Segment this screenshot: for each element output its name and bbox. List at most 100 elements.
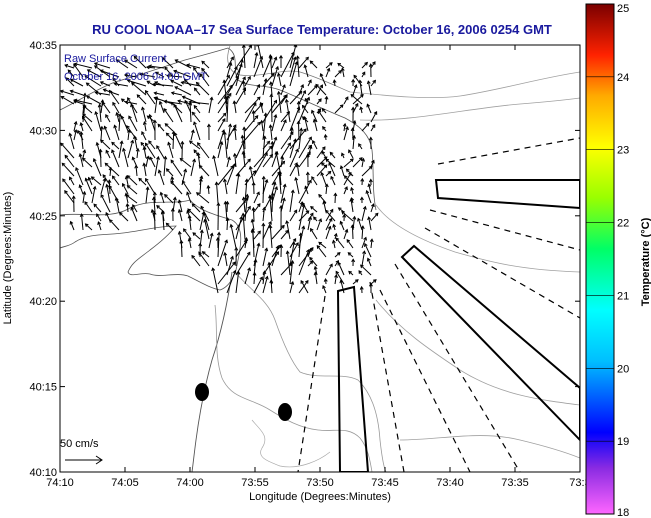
current-vector-head (325, 158, 330, 163)
current-vector-head (170, 79, 175, 84)
current-vector (235, 76, 246, 96)
current-vector (201, 68, 210, 78)
current-vector (180, 240, 183, 258)
current-vector (226, 56, 234, 69)
current-vector-head (156, 145, 160, 149)
current-vector (182, 180, 192, 195)
current-vector (296, 164, 300, 177)
current-vector-head (251, 110, 256, 114)
x-tick-label: 73:50 (306, 477, 334, 489)
current-vector-head (193, 149, 198, 154)
current-vector (224, 201, 228, 222)
current-vector-head (152, 211, 157, 215)
current-vector-head (311, 109, 315, 114)
current-vector (154, 211, 156, 231)
current-vector (280, 52, 295, 78)
current-vector-head (368, 136, 373, 141)
current-vector (164, 66, 174, 78)
current-vector-head (141, 106, 145, 111)
current-vector-head (114, 196, 119, 201)
current-vector (138, 178, 147, 186)
current-vector-head (104, 162, 109, 167)
current-vector (262, 276, 268, 294)
current-vector-head (292, 56, 297, 61)
current-vector (233, 101, 237, 114)
x-tick-label: 73:55 (241, 477, 269, 489)
current-vector-head (273, 113, 278, 118)
current-vector (334, 260, 339, 267)
current-vector-head (268, 220, 272, 225)
current-vector-head (150, 208, 155, 213)
current-vector-head (367, 183, 372, 188)
current-vector-head (82, 92, 87, 97)
current-vector-head (327, 225, 332, 230)
current-vector-head (138, 177, 143, 182)
current-vector (109, 167, 112, 177)
current-vector-head (183, 78, 188, 83)
current-vector (341, 211, 354, 222)
current-vector (102, 102, 111, 114)
current-vector-head (173, 69, 178, 74)
current-vector-head (296, 100, 301, 105)
current-vector-head (298, 232, 303, 237)
current-vector-head (164, 66, 168, 71)
current-vector (370, 239, 373, 249)
current-vector (335, 237, 345, 249)
current-vector (223, 80, 228, 105)
current-vector-head (99, 125, 104, 130)
current-vector (85, 223, 93, 231)
current-vector (325, 62, 333, 69)
current-vector-head (342, 213, 347, 218)
current-vector (188, 238, 192, 249)
current-vector-head (329, 62, 333, 66)
current-vector-head (256, 203, 261, 207)
current-vector (154, 97, 158, 114)
current-vector-head (111, 175, 116, 180)
current-vector (330, 176, 336, 186)
current-vector-head (266, 140, 271, 145)
current-vector (197, 142, 210, 159)
current-vector (244, 76, 251, 87)
current-vector (208, 233, 213, 249)
current-vector (118, 141, 123, 159)
current-vector (70, 79, 84, 87)
current-vector-head (372, 279, 377, 283)
current-vector (244, 121, 261, 141)
current-vector-head (310, 227, 314, 232)
current-vector-head (191, 111, 196, 116)
current-vector (368, 183, 372, 195)
current-vector (116, 112, 120, 123)
current-vector-head (358, 157, 363, 161)
current-vector-head (241, 150, 246, 155)
current-vector (325, 158, 336, 168)
current-vector-head (71, 195, 76, 200)
current-vector (312, 140, 318, 150)
current-vector (199, 73, 210, 87)
current-vector (217, 232, 220, 258)
current-vector (244, 115, 259, 132)
current-vector-head (279, 244, 284, 249)
plot-area (60, 45, 580, 472)
current-vector (154, 92, 165, 96)
current-vector-head (305, 153, 310, 158)
current-vector (343, 186, 348, 195)
current-vector (350, 94, 363, 105)
current-vector (95, 92, 111, 96)
current-vector-head (256, 242, 261, 247)
current-vector-head (256, 96, 261, 101)
current-vector (289, 242, 295, 267)
current-vector-head (165, 132, 170, 137)
current-vector (161, 57, 174, 69)
current-vector (82, 157, 93, 168)
current-vector (325, 263, 333, 276)
current-vector-head (119, 140, 124, 145)
current-vector-head (333, 232, 338, 237)
current-vector (269, 225, 273, 249)
current-vector-head (316, 245, 321, 249)
current-vector (334, 252, 341, 258)
current-vector-head (145, 155, 150, 160)
current-vector (100, 70, 120, 78)
current-vector (104, 126, 111, 141)
current-vector (253, 243, 260, 267)
current-vector (202, 251, 210, 258)
